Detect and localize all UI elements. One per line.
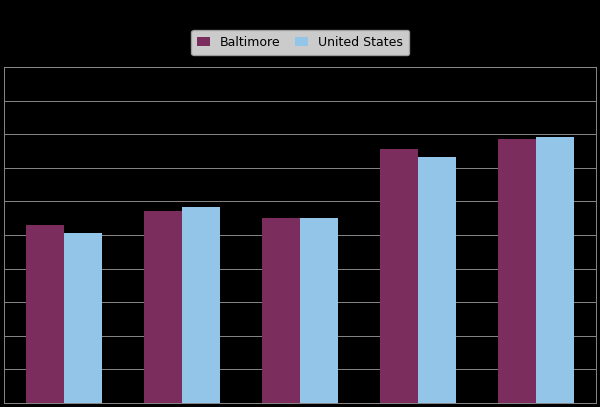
Bar — [300, 218, 338, 403]
Bar — [144, 211, 182, 403]
Bar — [262, 218, 300, 403]
Bar — [64, 234, 101, 403]
Bar — [26, 225, 64, 403]
Bar — [499, 139, 536, 403]
Bar — [182, 207, 220, 403]
Bar — [380, 149, 418, 403]
Bar — [418, 157, 456, 403]
Legend: Baltimore, United States: Baltimore, United States — [191, 30, 409, 55]
Bar — [536, 136, 574, 403]
